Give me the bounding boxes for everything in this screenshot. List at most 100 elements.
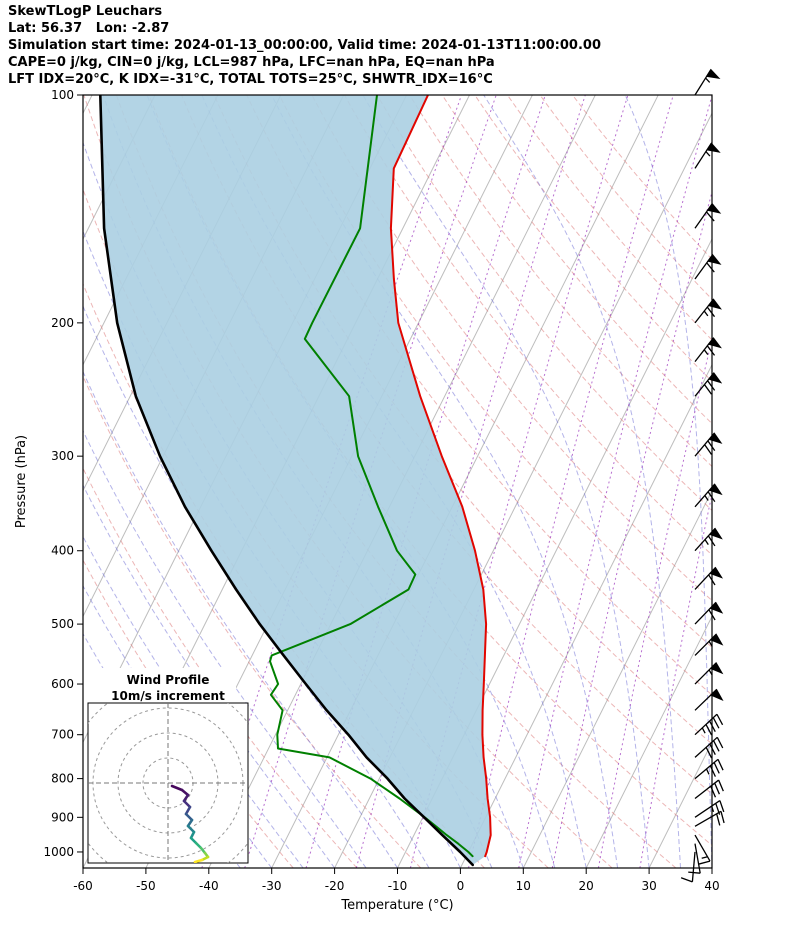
wind-barb — [694, 527, 723, 552]
barb-half — [705, 768, 710, 775]
barb-full — [716, 713, 724, 726]
moist-adiabat-line — [624, 95, 712, 868]
figure-coordinates: Lat: 56.37 Lon: -2.87 — [8, 21, 170, 36]
mixing-ratio-line — [409, 95, 629, 868]
barb-half — [704, 495, 709, 501]
wind-barb — [694, 800, 725, 818]
barb-half — [708, 669, 713, 676]
wind-barb — [694, 432, 723, 457]
barb-full — [707, 491, 716, 503]
moist-adiabat-line — [83, 304, 430, 868]
wind-barb — [694, 566, 724, 590]
barb-pennant — [709, 566, 724, 579]
wind-barb — [694, 483, 723, 508]
x-tick-label: 0 — [457, 879, 465, 893]
dry-adiabat-line — [376, 95, 712, 511]
wind-barb — [694, 713, 724, 736]
barb-full — [688, 871, 701, 874]
moist-adiabat-line — [362, 95, 650, 868]
barb-pennant — [709, 688, 724, 702]
barb-full — [698, 860, 711, 865]
wind-barb — [688, 843, 701, 874]
wind-barbs — [680, 68, 725, 883]
barb-pennant — [707, 337, 722, 349]
barb-half — [705, 77, 711, 83]
barb-full — [718, 779, 724, 792]
barb-full — [705, 724, 713, 736]
parcel-curve — [99, 95, 474, 867]
moist-adiabat-line — [83, 429, 367, 868]
hodograph-trace-segment — [182, 799, 192, 809]
hodograph-trace-segment — [180, 788, 190, 797]
hodograph-title: Wind Profile — [127, 673, 210, 687]
hodograph-trace-segment — [170, 784, 184, 792]
y-tick-label: 400 — [51, 544, 74, 558]
wind-barb — [694, 142, 721, 169]
mixing-ratio-line — [355, 95, 586, 868]
x-tick-label: 40 — [704, 879, 719, 893]
barb-full — [709, 743, 716, 755]
moist-adiabat-line — [83, 370, 398, 868]
y-axis-title: Pressure (hPa) — [14, 435, 29, 528]
y-tick-label: 800 — [51, 772, 74, 786]
barb-pennant — [707, 298, 722, 310]
barb-half — [703, 349, 709, 355]
barb-full — [714, 782, 720, 795]
barb-half — [704, 539, 709, 545]
barb-full — [706, 262, 715, 273]
barb-staff — [694, 834, 711, 862]
y-tick-label: 900 — [51, 810, 74, 824]
wind-barb — [694, 662, 724, 685]
mixing-ratio-line — [468, 95, 674, 868]
barb-full — [705, 747, 713, 759]
barb-full — [680, 877, 693, 883]
y-tick-label: 1000 — [43, 845, 74, 859]
wind-barb — [694, 372, 723, 397]
y-tick-label: 600 — [51, 677, 74, 691]
hodograph-trace-segment — [193, 858, 204, 863]
barb-half — [710, 805, 715, 813]
barb-full — [712, 740, 720, 752]
barb-pennant — [706, 142, 721, 153]
barb-full — [719, 800, 725, 813]
y-tick-label: 700 — [51, 728, 74, 742]
dry-adiabat-line — [278, 95, 712, 648]
barb-half — [701, 856, 708, 859]
isotherm-line — [648, 741, 712, 868]
mixing-ratio-line — [639, 491, 712, 868]
x-tick-label: -60 — [73, 879, 93, 893]
barb-pennant — [709, 662, 724, 675]
x-tick-label: 10 — [516, 879, 531, 893]
figure-stability: CAPE=0 j/kg, CIN=0 j/kg, LCL=987 hPa, LF… — [8, 55, 495, 70]
barb-half — [701, 727, 706, 734]
barb-full — [707, 535, 716, 547]
hodograph-title-bg — [100, 668, 236, 706]
barb-half — [703, 310, 709, 317]
x-tick-label: -20 — [325, 879, 345, 893]
isotherm-line — [271, 95, 659, 868]
barb-full — [716, 737, 724, 749]
x-tick-label: -50 — [136, 879, 156, 893]
barb-half — [705, 151, 711, 157]
x-tick-label: 30 — [641, 879, 656, 893]
barb-staff — [694, 843, 701, 874]
wind-barb — [694, 601, 724, 625]
moist-adiabat-line — [483, 95, 681, 868]
barb-pennant — [708, 432, 723, 444]
barb-full — [712, 717, 720, 729]
wind-barb — [694, 758, 724, 780]
y-tick-label: 300 — [51, 449, 74, 463]
figure-times: Simulation start time: 2024-01-13_00:00:… — [8, 38, 601, 53]
barb-full — [704, 444, 713, 455]
isotherm-line — [83, 95, 156, 241]
hodograph-trace-segment — [184, 805, 192, 816]
mixing-ratio-line — [597, 337, 712, 868]
barb-full — [720, 811, 725, 824]
dewpoint-curve — [269, 95, 474, 858]
barb-full — [707, 380, 716, 391]
barb-full — [707, 440, 716, 452]
isotherm-line — [711, 866, 712, 868]
barb-full — [706, 306, 716, 318]
x-axis-title: Temperature (°C) — [340, 898, 453, 913]
dry-adiabat-line — [506, 95, 712, 341]
